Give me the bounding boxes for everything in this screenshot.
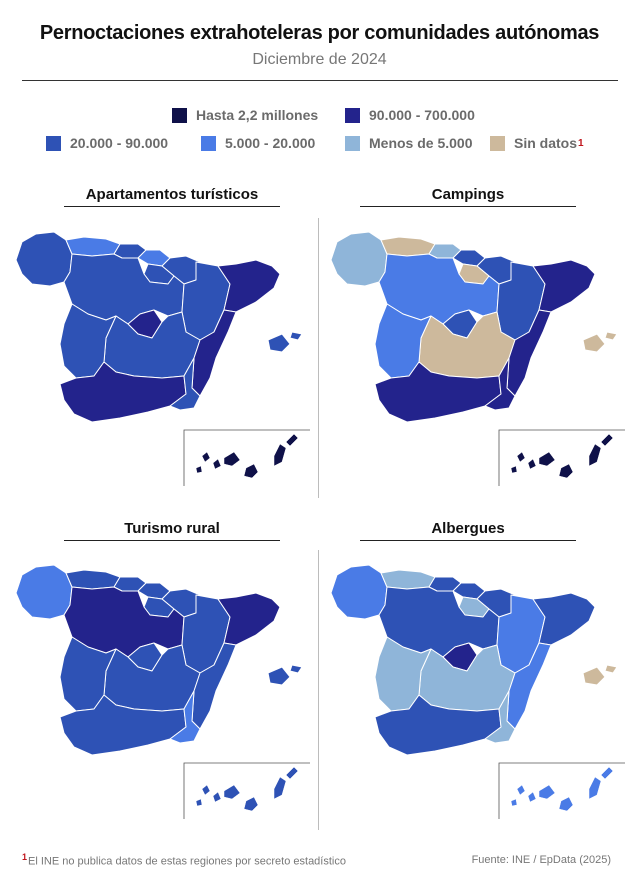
legend-item-c2: 90.000 - 700.000 <box>345 106 475 124</box>
region-cataluna <box>532 592 596 646</box>
region-canarias-island <box>201 451 211 463</box>
map-title-rule <box>360 206 576 207</box>
region-extremadura <box>374 303 432 379</box>
region-canarias-island <box>212 458 222 470</box>
region-canarias-island <box>538 784 556 800</box>
region-murcia <box>169 357 201 411</box>
region-canarias-island <box>285 766 299 780</box>
region-canarias-island <box>195 798 203 807</box>
page-subtitle: Diciembre de 2024 <box>252 51 387 68</box>
region-galicia <box>330 231 388 287</box>
map-title-rule <box>64 206 280 207</box>
legend-swatch <box>46 135 61 151</box>
region-extremadura <box>374 636 432 712</box>
region-galicia <box>15 564 73 620</box>
region-canarias-island <box>510 465 518 474</box>
vertical-divider <box>318 218 319 498</box>
region-extremadura <box>59 303 117 379</box>
region-canarias-island <box>558 463 574 479</box>
footnote-marker: 1 <box>578 137 584 149</box>
region-canarias-island <box>223 784 241 800</box>
legend-swatch <box>490 135 505 151</box>
region-baleares <box>582 664 618 686</box>
region-murcia <box>484 690 516 744</box>
map-title-rule <box>360 540 576 541</box>
region-asturias <box>65 569 121 590</box>
source: Fuente: INE / EpData (2025) <box>471 854 611 866</box>
map-title-turismo-rural: Turismo rural <box>124 520 220 537</box>
region-galicia <box>15 231 73 287</box>
region-cataluna <box>217 592 281 646</box>
map-title-campings: Campings <box>431 186 505 203</box>
region-murcia <box>484 357 516 411</box>
legend-label: 5.000 - 20.000 <box>225 135 316 151</box>
map-albergues <box>330 564 625 819</box>
region-cataluna <box>532 259 596 313</box>
region-canarias-island <box>273 443 287 467</box>
map-campings <box>330 231 625 486</box>
canarias-inset-frame <box>498 762 625 819</box>
footnote: 1El INE no publica datos de estas region… <box>22 852 346 868</box>
region-canarias-island <box>201 784 211 796</box>
region-canarias-island <box>527 791 537 803</box>
page-title: Pernoctaciones extrahoteleras por comuni… <box>39 22 600 44</box>
region-canarias-island <box>223 451 241 467</box>
region-murcia <box>169 690 201 744</box>
region-canarias-island <box>243 463 259 479</box>
region-canarias-island <box>588 776 602 800</box>
region-canarias-island <box>212 791 222 803</box>
map-title-rule <box>64 540 280 541</box>
region-baleares <box>582 331 618 353</box>
map-title-albergues: Albergues <box>431 520 505 537</box>
region-canarias-island <box>538 451 556 467</box>
region-galicia <box>330 564 388 620</box>
legend-swatch <box>345 135 360 151</box>
region-canarias-island <box>285 433 299 447</box>
legend-swatch <box>345 107 360 123</box>
region-cataluna <box>217 259 281 313</box>
legend-item-c3: 20.000 - 90.000 <box>46 134 168 152</box>
region-baleares <box>267 664 303 686</box>
legend-item-nd: Sin datos 1 <box>490 134 584 152</box>
map-turismo-rural <box>15 564 310 819</box>
region-canarias-island <box>243 796 259 812</box>
legend-swatch <box>172 107 187 123</box>
region-canarias-island <box>558 796 574 812</box>
vertical-divider <box>318 550 319 830</box>
region-canarias-island <box>516 451 526 463</box>
legend-item-c5: Menos de 5.000 <box>345 134 473 152</box>
header-divider <box>22 80 618 81</box>
legend-label: Sin datos <box>514 135 578 151</box>
region-canarias-island <box>588 443 602 467</box>
legend-label: 90.000 - 700.000 <box>369 107 475 123</box>
region-canarias-island <box>600 766 614 780</box>
region-canarias-island <box>600 433 614 447</box>
region-canarias-island <box>273 776 287 800</box>
region-canarias-island <box>516 784 526 796</box>
region-asturias <box>65 236 121 257</box>
legend-swatch <box>201 135 216 151</box>
legend-label: 20.000 - 90.000 <box>70 135 169 151</box>
canarias-inset-frame <box>183 429 310 486</box>
region-extremadura <box>59 636 117 712</box>
map-apartamentos <box>15 231 310 486</box>
region-canarias-island <box>195 465 203 474</box>
region-asturias <box>380 569 436 590</box>
legend-label: Hasta 2,2 millones <box>196 107 319 123</box>
canarias-inset-frame <box>183 762 310 819</box>
legend-item-c4: 5.000 - 20.000 <box>201 134 315 152</box>
legend-item-c1: Hasta 2,2 millones <box>172 106 318 124</box>
canarias-inset-frame <box>498 429 625 486</box>
map-title-apartamentos: Apartamentos turísticos <box>85 186 259 203</box>
region-canarias-island <box>527 458 537 470</box>
region-baleares <box>267 331 303 353</box>
legend-label: Menos de 5.000 <box>369 135 473 151</box>
region-asturias <box>380 236 436 257</box>
region-canarias-island <box>510 798 518 807</box>
